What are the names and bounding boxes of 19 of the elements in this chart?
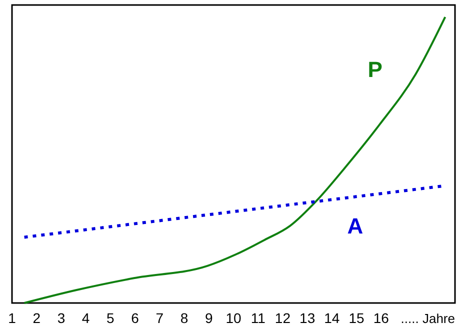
x-tick-label: 9	[204, 310, 213, 326]
x-axis-title: ..... Jahre	[400, 311, 455, 326]
x-tick-label: 4	[82, 310, 90, 326]
x-tick-label: 14	[324, 310, 340, 326]
x-tick-label: 12	[274, 310, 291, 326]
x-tick-label: 2	[32, 310, 41, 326]
x-tick-label: 8	[180, 310, 188, 326]
series-label: A	[347, 214, 364, 239]
x-tick-label: 13	[300, 310, 316, 326]
x-tick-label: 15	[348, 310, 365, 326]
x-tick-label: 1	[8, 310, 16, 326]
x-tick-label: 16	[373, 310, 390, 326]
series-label: P	[368, 57, 382, 82]
x-tick-label: 11	[250, 310, 266, 326]
x-tick-label: 3	[57, 310, 66, 326]
x-tick-label: 10	[226, 310, 242, 326]
x-tick-label: 7	[156, 310, 164, 326]
x-tick-label: 6	[131, 310, 140, 326]
x-tick-label: 5	[106, 310, 115, 326]
